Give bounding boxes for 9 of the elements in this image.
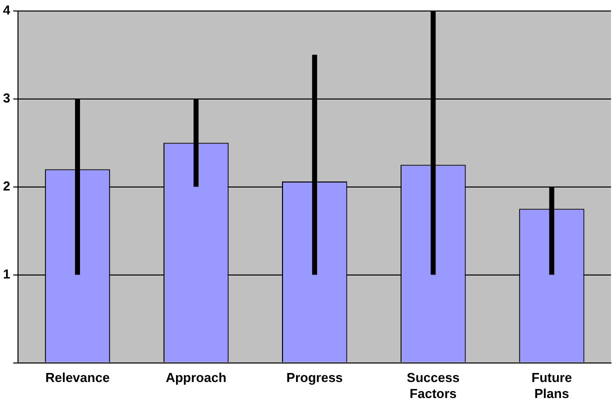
y-tick-label: 3: [2, 90, 10, 106]
x-tick-label: Progress: [286, 370, 343, 386]
y-tick-label: 4: [2, 2, 11, 18]
x-tick-label: Success Factors: [406, 370, 460, 401]
y-tick-label: 1: [2, 266, 10, 282]
x-tick-label: Future Plans: [531, 370, 572, 401]
x-tick-label: Approach: [166, 370, 226, 386]
y-tick-label: 2: [2, 178, 10, 194]
x-tick-label: Relevance: [45, 370, 110, 386]
